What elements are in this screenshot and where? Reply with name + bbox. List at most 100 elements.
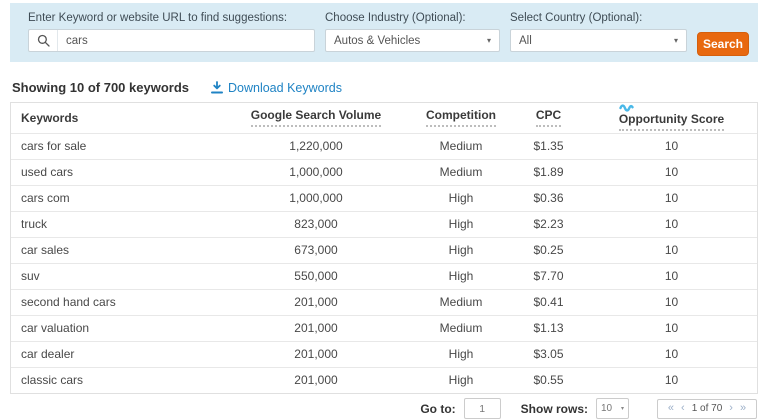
wordstream-wave-icon xyxy=(619,104,724,112)
competition-cell: High xyxy=(411,366,511,393)
keyword-cell: second hand cars xyxy=(11,288,221,315)
score-cell: 10 xyxy=(586,184,757,211)
industry-field-label: Choose Industry (Optional): xyxy=(325,12,466,24)
industry-select[interactable]: Autos & Vehicles ▾ xyxy=(325,29,500,52)
keyword-cell: cars com xyxy=(11,184,221,211)
country-select[interactable]: All ▾ xyxy=(510,29,687,52)
cpc-cell: $0.36 xyxy=(511,184,586,211)
table-row[interactable]: used cars 1,000,000 Medium $1.89 10 xyxy=(11,158,757,185)
volume-cell: 201,000 xyxy=(221,366,411,393)
industry-selected-value: Autos & Vehicles xyxy=(334,34,421,47)
score-cell: 10 xyxy=(586,288,757,315)
table-footer: Go to: Show rows: 10 ▾ « ‹ 1 of 70 › » xyxy=(10,393,758,420)
score-cell: 10 xyxy=(586,132,757,159)
goto-label: Go to: xyxy=(420,401,456,416)
show-rows-label: Show rows: xyxy=(520,401,588,416)
cpc-cell: $1.89 xyxy=(511,158,586,185)
search-button[interactable]: Search xyxy=(697,32,749,56)
cpc-cell: $0.41 xyxy=(511,288,586,315)
goto-page-input[interactable] xyxy=(463,398,501,419)
column-header-cpc[interactable]: CPC xyxy=(511,103,586,133)
industry-field-group: Choose Industry (Optional): Autos & Vehi… xyxy=(325,12,500,52)
country-selected-value: All xyxy=(519,34,532,47)
volume-cell: 673,000 xyxy=(221,236,411,263)
keyword-cell: cars for sale xyxy=(11,132,221,159)
country-field-label: Select Country (Optional): xyxy=(510,12,643,24)
keyword-search-box xyxy=(28,29,315,52)
opportunity-score-label: Opportunity Score xyxy=(618,112,725,127)
volume-cell: 1,000,000 xyxy=(221,184,411,211)
competition-cell: Medium xyxy=(411,158,511,185)
competition-cell: High xyxy=(411,210,511,237)
table-row[interactable]: classic cars 201,000 High $0.55 10 xyxy=(11,366,757,393)
country-field-group: Select Country (Optional): All ▾ xyxy=(510,12,687,52)
table-row[interactable]: truck 823,000 High $2.23 10 xyxy=(11,210,757,237)
keyword-cell: truck xyxy=(11,210,221,237)
show-rows-value: 10 xyxy=(601,403,613,414)
search-icon xyxy=(29,30,58,51)
volume-cell: 1,220,000 xyxy=(221,132,411,159)
competition-cell: High xyxy=(411,184,511,211)
download-keywords-link[interactable]: Download Keywords xyxy=(211,81,342,95)
page-indicator: 1 of 70 xyxy=(691,403,723,414)
keyword-cell: classic cars xyxy=(11,366,221,393)
download-icon xyxy=(211,81,223,94)
competition-cell: Medium xyxy=(411,288,511,315)
competition-cell: Medium xyxy=(411,132,511,159)
pagination-control: « ‹ 1 of 70 › » xyxy=(657,398,757,419)
table-row[interactable]: cars for sale 1,220,000 Medium $1.35 10 xyxy=(11,132,757,159)
volume-cell: 823,000 xyxy=(221,210,411,237)
chevron-down-icon: ▾ xyxy=(620,405,624,412)
column-header-opportunity-score[interactable]: Opportunity Score xyxy=(586,103,757,133)
table-row[interactable]: car valuation 201,000 Medium $1.13 10 xyxy=(11,314,757,341)
table-row[interactable]: cars com 1,000,000 High $0.36 10 xyxy=(11,184,757,211)
score-cell: 10 xyxy=(586,158,757,185)
volume-cell: 201,000 xyxy=(221,314,411,341)
table-row[interactable]: car dealer 201,000 High $3.05 10 xyxy=(11,340,757,367)
chevron-down-icon: ▾ xyxy=(673,35,678,45)
chevron-down-icon: ▾ xyxy=(486,35,491,45)
competition-cell: High xyxy=(411,262,511,289)
keyword-search-bar: Enter Keyword or website URL to find sug… xyxy=(10,3,758,62)
keyword-cell: car valuation xyxy=(11,314,221,341)
next-page-icon[interactable]: › xyxy=(729,402,733,414)
showing-count-text: Showing 10 of 700 keywords xyxy=(12,80,189,95)
score-cell: 10 xyxy=(586,366,757,393)
keyword-results-table: Keywords Google Search Volume Competitio… xyxy=(10,102,758,393)
volume-cell: 1,000,000 xyxy=(221,158,411,185)
keyword-field-group: Enter Keyword or website URL to find sug… xyxy=(28,12,315,52)
previous-page-icon[interactable]: ‹ xyxy=(681,402,685,414)
cpc-cell: $0.55 xyxy=(511,366,586,393)
keyword-cell: used cars xyxy=(11,158,221,185)
show-rows-select[interactable]: 10 ▾ xyxy=(596,398,629,419)
score-cell: 10 xyxy=(586,210,757,237)
cpc-cell: $1.13 xyxy=(511,314,586,341)
competition-cell: High xyxy=(411,340,511,367)
cpc-cell: $7.70 xyxy=(511,262,586,289)
score-cell: 10 xyxy=(586,262,757,289)
keyword-cell: car sales xyxy=(11,236,221,263)
column-header-competition[interactable]: Competition xyxy=(411,103,511,133)
competition-cell: High xyxy=(411,236,511,263)
keyword-cell: suv xyxy=(11,262,221,289)
score-cell: 10 xyxy=(586,314,757,341)
keyword-input[interactable] xyxy=(58,30,314,51)
table-header-row: Keywords Google Search Volume Competitio… xyxy=(11,103,757,133)
volume-cell: 201,000 xyxy=(221,288,411,315)
volume-cell: 550,000 xyxy=(221,262,411,289)
table-row[interactable]: car sales 673,000 High $0.25 10 xyxy=(11,236,757,263)
keyword-cell: car dealer xyxy=(11,340,221,367)
volume-cell: 201,000 xyxy=(221,340,411,367)
cpc-cell: $1.35 xyxy=(511,132,586,159)
results-summary-line: Showing 10 of 700 keywords Download Keyw… xyxy=(12,79,756,96)
cpc-cell: $3.05 xyxy=(511,340,586,367)
table-row[interactable]: suv 550,000 High $7.70 10 xyxy=(11,262,757,289)
cpc-cell: $2.23 xyxy=(511,210,586,237)
first-page-icon[interactable]: « xyxy=(667,402,675,414)
column-header-search-volume[interactable]: Google Search Volume xyxy=(221,103,411,133)
cpc-cell: $0.25 xyxy=(511,236,586,263)
table-row[interactable]: second hand cars 201,000 Medium $0.41 10 xyxy=(11,288,757,315)
score-cell: 10 xyxy=(586,340,757,367)
keyword-field-label: Enter Keyword or website URL to find sug… xyxy=(28,12,288,24)
last-page-icon[interactable]: » xyxy=(739,402,747,414)
